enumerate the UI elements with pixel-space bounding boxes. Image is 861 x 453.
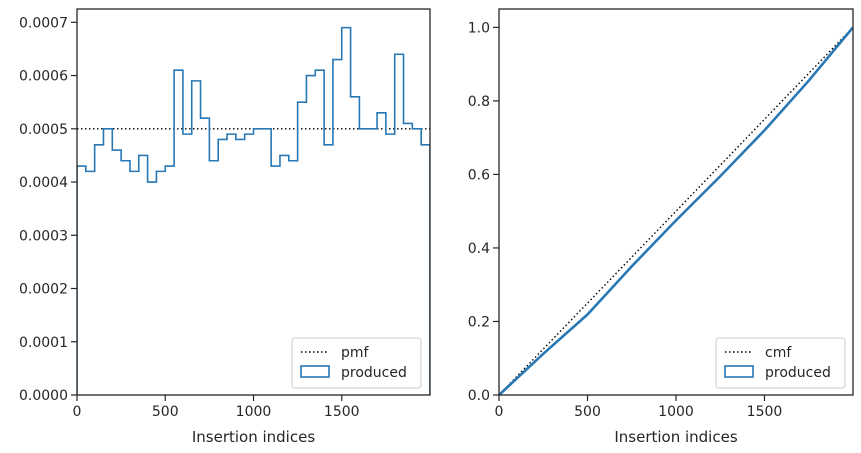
plot-area xyxy=(77,26,430,395)
x-tick-label: 0 xyxy=(73,404,82,420)
y-tick-label: 0.0001 xyxy=(19,335,68,351)
legend-patch-swatch xyxy=(300,365,330,378)
left-panel-pmf-histogram: 0 500 1000 1500 0.0000 0.0001 0.0002 0.0003 0.00… xyxy=(19,8,431,446)
y-tick-label: 0.0007 xyxy=(19,15,68,31)
x-tick-label: 1000 xyxy=(658,404,694,420)
plot-area xyxy=(499,26,853,395)
y-tick-label: 0.0003 xyxy=(19,228,68,244)
y-tick-label: 0.4 xyxy=(468,241,490,257)
y-tick-label: 0.0000 xyxy=(19,388,68,404)
y-tick-label: 0.2 xyxy=(468,314,490,330)
series-cmf-reference-line xyxy=(499,26,853,395)
x-tick-label: 1500 xyxy=(747,404,783,420)
y-tick-label: 0.8 xyxy=(468,94,490,110)
legend-label: cmf xyxy=(765,345,792,361)
series-produced-line xyxy=(499,26,853,395)
x-tick-label: 0 xyxy=(495,404,504,420)
axes-frame xyxy=(498,8,854,396)
y-tick-label: 0.0006 xyxy=(19,69,68,85)
legend-label: produced xyxy=(765,365,831,381)
y-tick-label: 0.0005 xyxy=(19,122,68,138)
axes-frame xyxy=(76,8,431,396)
right-panel-cmf-curve: 0 500 1000 1500 0.0 0.2 0.4 0.6 0.8 1.0 Insertion … xyxy=(468,8,854,446)
legend-label: pmf xyxy=(341,345,370,361)
legend-label: produced xyxy=(341,365,407,381)
y-tick-label: 1.0 xyxy=(468,20,490,36)
y-tick-label: 0.0002 xyxy=(19,282,68,298)
x-tick-label: 1000 xyxy=(236,404,272,420)
legend-box xyxy=(715,337,846,389)
x-axis-label: Insertion indices xyxy=(192,428,315,446)
legend-box xyxy=(291,337,422,389)
y-tick-label: 0.0004 xyxy=(19,175,68,191)
x-tick-label: 500 xyxy=(152,404,179,420)
y-tick-label: 0.6 xyxy=(468,167,490,183)
x-tick-label: 500 xyxy=(574,404,601,420)
legend-patch-swatch xyxy=(724,365,754,378)
x-tick-label: 1500 xyxy=(324,404,360,420)
x-axis-label: Insertion indices xyxy=(614,428,737,446)
series-produced-step xyxy=(77,26,430,395)
y-tick-label: 0.0 xyxy=(468,388,490,404)
